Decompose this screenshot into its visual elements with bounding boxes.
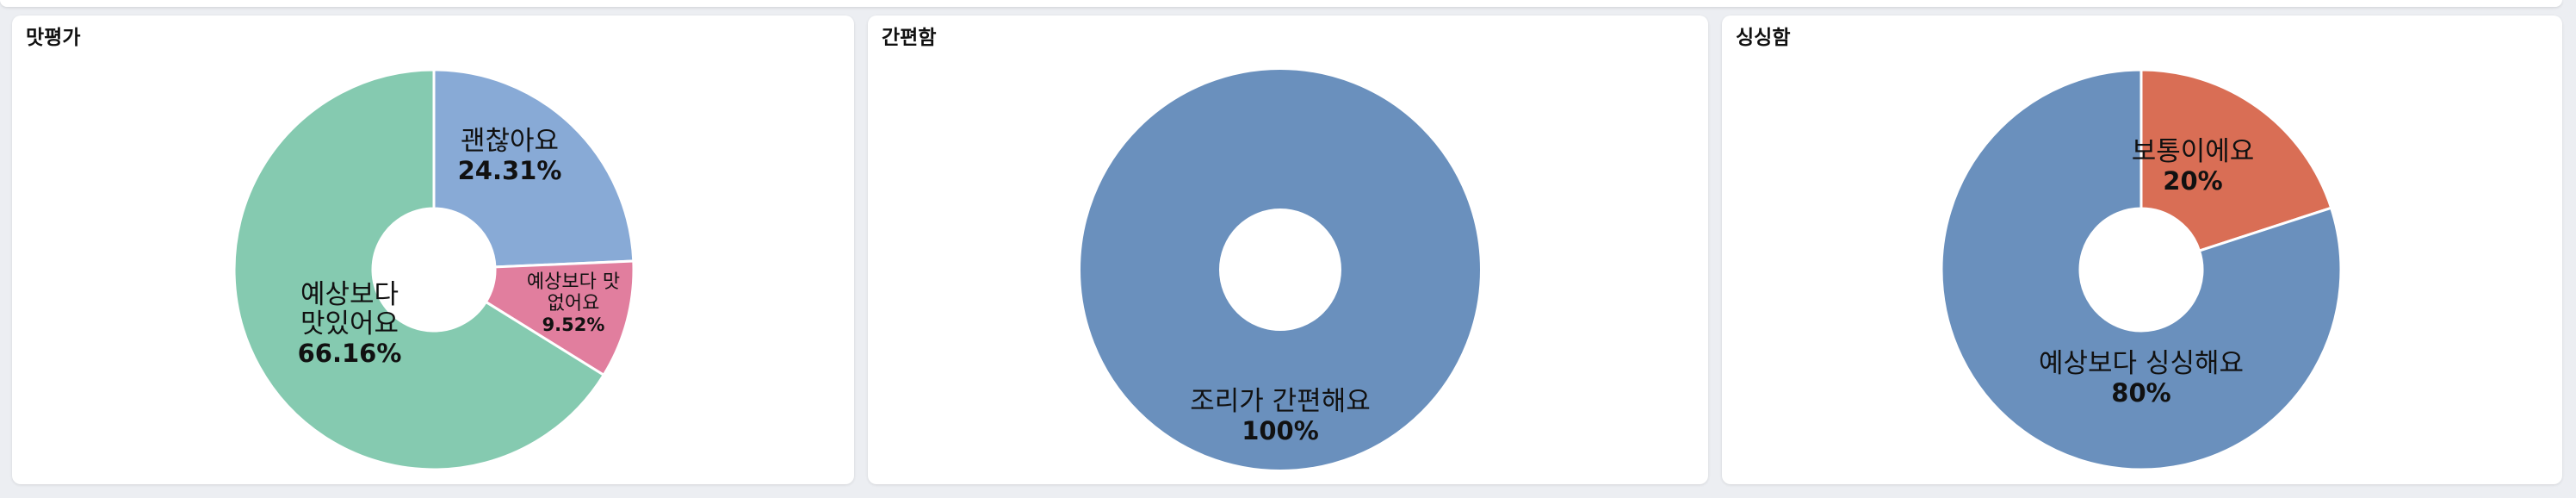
panel-title: 맛평가 [26,27,81,49]
donut-slice-보통이에요[interactable] [2139,68,2333,252]
slice-category-label: 예상보다 [300,279,399,310]
donut-slice-조리가-간편해요[interactable] [1081,70,1480,470]
slice-category-label: 보통이에요 [2132,136,2255,167]
slice-percent-label: 80% [2111,378,2170,408]
freshness-chart-panel: 싱싱함 보통이에요 20% 예상보다 싱싱해요 80% [1722,16,2562,484]
panel-title: 싱싱함 [1736,27,1791,49]
slice-category-label: 조리가 간편해요 [1190,386,1371,417]
slice-category-label: 예상보다 싱싱해요 [2039,348,2244,379]
slice-category-label: 맛있어요 [300,308,399,339]
convenience-chart-panel: 간편함 조리가 간편해요 100% [868,16,1708,484]
slice-percent-label: 100% [1242,416,1319,445]
donut-slice-예상보다-싱싱해요[interactable] [1940,68,2343,471]
slice-category-label: 예상보다 맛 [527,271,620,293]
slice-percent-label: 9.52% [542,314,605,335]
slice-percent-label: 66.16% [298,339,402,368]
slice-percent-label: 24.31% [458,156,562,185]
donut-slice-괜찮아요[interactable] [432,68,635,269]
slice-category-label: 없어요 [548,293,600,314]
slice-category-label: 괜찮아요 [461,126,559,157]
donut-slice-예상보다-맛있어요[interactable] [232,68,606,471]
panel-title: 간편함 [882,27,937,49]
taste-chart-panel: 맛평가 괜찮아요 24.31% 예상보다 맛 없어요 9.52% 예상보다 맛있어요 66.1… [12,16,854,484]
top-card-edge [0,0,2562,7]
slice-percent-label: 20% [2163,166,2222,196]
